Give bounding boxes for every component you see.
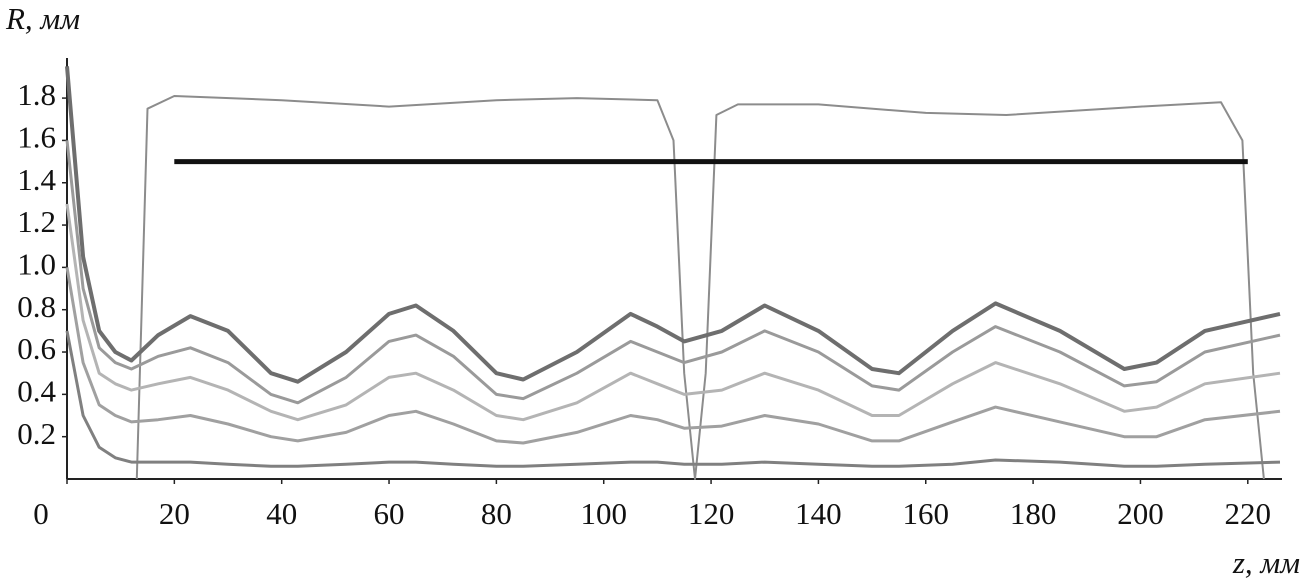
line-series [65,203,1281,422]
x-tick-label: 140 [795,496,842,531]
y-tick-label: 0.6 [17,331,56,366]
x-tick-label: 200 [1117,496,1164,531]
line-series [65,267,1281,445]
y-tick-label: 1.2 [17,204,56,239]
x-tick-label: 0 [33,496,49,531]
x-tick-label: 180 [1010,496,1057,531]
y-tick-label: 0.2 [17,416,56,451]
y-tick-label: 1.0 [17,246,56,281]
x-tick-label: 100 [580,496,627,531]
y-axis-title: R, мм [5,1,80,36]
x-tick-label: 160 [903,496,950,531]
x-tick-label: 120 [688,496,735,531]
y-tick-label: 1.8 [17,77,56,112]
line-series [65,330,1281,468]
x-tick-label: 80 [481,496,512,531]
x-tick-label: 60 [374,496,405,531]
x-tick-label: 220 [1225,496,1272,531]
x-tick-label: 20 [159,496,190,531]
y-tick-label: 1.6 [17,120,56,155]
y-tick-label: 0.4 [17,373,56,408]
y-tick-label: 1.4 [17,162,56,197]
line-series [135,95,1265,480]
x-tick-label: 40 [266,496,297,531]
y-tick-label: 0.8 [17,289,56,324]
x-axis-title: z, мм [1232,545,1300,580]
line-series [65,66,1281,384]
line-series [65,140,1281,405]
